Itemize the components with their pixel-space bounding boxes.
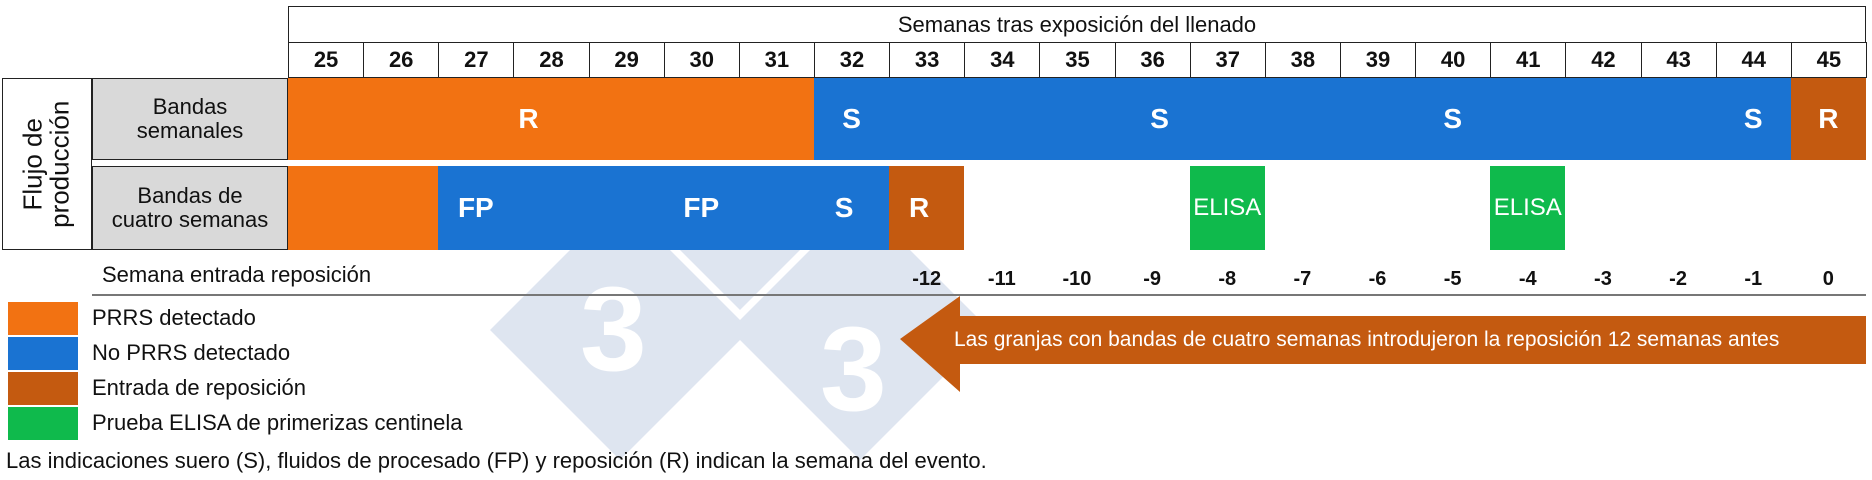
timeline-segment xyxy=(1790,78,1866,160)
watermark-logo: 3 3 xyxy=(490,190,990,460)
week-header-cell: 44 xyxy=(1715,42,1792,78)
event-label: R xyxy=(1818,103,1839,134)
replacement-entry-week: -6 xyxy=(1368,267,1387,290)
legend-swatch xyxy=(8,407,78,440)
replacement-entry-week: -2 xyxy=(1669,267,1687,290)
chart-title: Semanas tras exposición del llenado xyxy=(288,6,1866,42)
event-label: ELISA xyxy=(1193,194,1262,221)
timeline-segment xyxy=(288,78,814,160)
event-label: S xyxy=(1150,103,1169,134)
legend-swatch xyxy=(8,372,78,405)
replacement-entry-label: Semana entrada reposición xyxy=(102,262,372,287)
event-label: S xyxy=(834,192,854,223)
replacement-entry-week: 0 xyxy=(1822,267,1834,290)
week-header-cell: 37 xyxy=(1189,42,1266,78)
legend-label: Prueba ELISA de primerizas centinela xyxy=(92,410,463,435)
timeline-segment xyxy=(889,166,965,250)
replacement-entry-week: -5 xyxy=(1443,267,1462,290)
watermark-glyph-right: 3 xyxy=(820,302,887,436)
timeline-segment xyxy=(1189,166,1265,250)
row-label-four-weekly: Bandas de cuatro semanas xyxy=(92,166,288,250)
week-header-cell: 25 xyxy=(288,42,365,78)
footnote: Las indicaciones suero (S), fluidos de p… xyxy=(6,448,987,473)
row-label-weekly-text: Bandas semanales xyxy=(136,93,244,143)
side-label-box: Flujo de producción xyxy=(2,78,92,250)
replacement-entry-week: -12 xyxy=(912,267,942,290)
side-label: Flujo de producción xyxy=(17,100,75,228)
event-label: S xyxy=(1443,103,1462,134)
week-header-cell: 28 xyxy=(513,42,590,78)
week-header-cell: 40 xyxy=(1415,42,1492,78)
watermark-glyph-left: 3 xyxy=(580,262,647,396)
row-label-four-weekly-text: Bandas de cuatro semanas xyxy=(111,182,269,232)
week-header-cell: 39 xyxy=(1339,42,1417,78)
replacement-entry-week: -9 xyxy=(1143,267,1161,290)
week-header-cell: 31 xyxy=(738,42,815,78)
legend-label: PRRS detectado xyxy=(92,305,256,330)
timeline-segment xyxy=(438,166,890,250)
replacement-entry-week: -4 xyxy=(1518,267,1537,290)
annotation-arrow xyxy=(900,296,1866,392)
replacement-entry-week: -10 xyxy=(1062,267,1092,290)
event-label: R xyxy=(518,103,539,134)
row-label-weekly: Bandas semanales xyxy=(92,78,288,160)
week-header-cell: 33 xyxy=(889,42,966,78)
event-label: S xyxy=(1743,103,1763,134)
timeline-segment xyxy=(1490,166,1566,250)
week-header-cell: 35 xyxy=(1039,42,1116,78)
replacement-entry-week: -8 xyxy=(1218,267,1237,290)
legend-swatch xyxy=(8,337,78,370)
week-header-cell: 30 xyxy=(663,42,740,78)
week-header-cell: 45 xyxy=(1790,42,1867,78)
timeline-segment xyxy=(288,166,439,250)
event-label: S xyxy=(842,103,861,134)
annotation-text: Las granjas con bandas de cuatro semanas… xyxy=(954,328,1780,351)
event-label: FP xyxy=(683,192,720,223)
replacement-entry-divider xyxy=(92,294,1866,296)
week-header-cell: 41 xyxy=(1490,42,1567,78)
week-header-cell: 38 xyxy=(1264,42,1341,78)
week-header-cell: 27 xyxy=(438,42,515,78)
replacement-entry-week: -11 xyxy=(987,267,1016,290)
replacement-entry-week: -1 xyxy=(1744,267,1763,290)
annotation-arrow-shape xyxy=(900,296,1866,392)
week-header-cell: 34 xyxy=(964,42,1041,78)
week-header-cell: 36 xyxy=(1114,42,1191,78)
week-header-cell: 42 xyxy=(1565,42,1642,78)
legend-swatch xyxy=(8,302,78,335)
replacement-entry-week: -7 xyxy=(1293,267,1312,290)
week-header-cell: 32 xyxy=(813,42,891,78)
event-label: ELISA xyxy=(1493,194,1562,221)
legend-label: Entrada de reposición xyxy=(92,375,307,400)
replacement-entry-week: -3 xyxy=(1594,267,1612,290)
week-header-cell: 43 xyxy=(1640,42,1717,78)
event-label: FP xyxy=(457,192,494,223)
week-header-cell: 26 xyxy=(363,42,440,78)
week-header-cell: 29 xyxy=(588,42,665,78)
legend-label: No PRRS detectado xyxy=(92,340,291,365)
event-label: R xyxy=(909,192,930,223)
timeline-segment xyxy=(813,78,1791,160)
